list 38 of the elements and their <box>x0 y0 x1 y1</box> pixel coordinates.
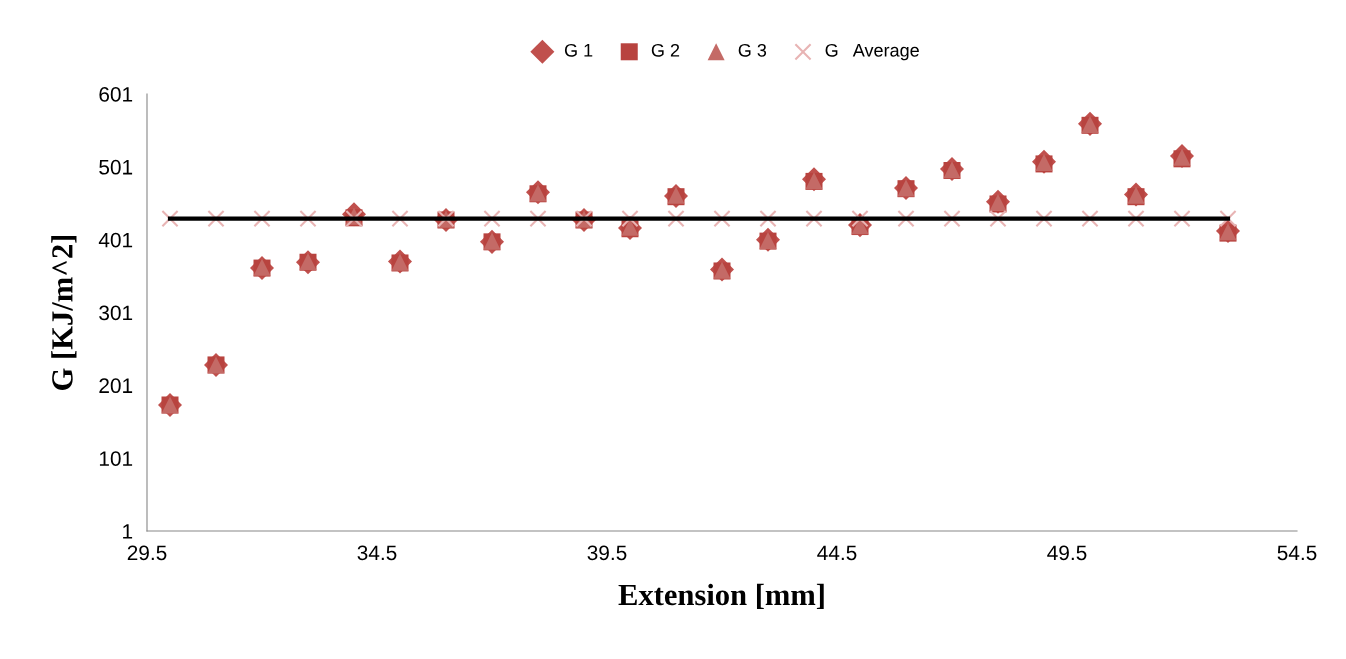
point <box>299 209 317 228</box>
y-tick-label: 601 <box>99 87 133 102</box>
point <box>483 209 501 228</box>
x-tick-label: 39.5 <box>587 545 627 561</box>
point <box>391 209 409 228</box>
x-tick-label: 44.5 <box>817 545 857 561</box>
point <box>161 209 179 228</box>
x-axis-title: Extension [mm] <box>618 583 824 610</box>
point <box>943 209 961 228</box>
point <box>1219 209 1237 228</box>
y-tick-label: 201 <box>99 378 133 394</box>
legend-label: G 1 <box>564 43 593 57</box>
point <box>253 209 271 228</box>
y-axis-title: G [KJ/m^2] <box>51 235 77 390</box>
point <box>667 209 685 228</box>
x-tick-label: 54.5 <box>1277 545 1317 561</box>
point <box>207 209 225 228</box>
point <box>989 209 1007 228</box>
x-tick-label: 34.5 <box>357 545 397 561</box>
point <box>897 209 915 228</box>
point <box>529 209 547 228</box>
point <box>805 209 823 228</box>
point <box>1173 209 1191 228</box>
point <box>759 209 777 228</box>
x-tick-label: 49.5 <box>1047 545 1087 561</box>
legend-label: G 3 <box>738 43 767 57</box>
y-tick-label: 301 <box>99 305 133 321</box>
point <box>1035 209 1053 228</box>
y-tick-label: 501 <box>99 159 133 175</box>
legend-label: G 2 <box>651 43 680 57</box>
point <box>1081 209 1099 228</box>
point <box>1127 209 1145 228</box>
point <box>713 209 731 228</box>
y-tick-label: 1 <box>123 524 133 539</box>
legend-label: G Average <box>825 43 919 61</box>
y-tick-label: 101 <box>99 451 133 466</box>
y-tick-label: 401 <box>98 232 133 248</box>
x-tick-label: 29.5 <box>127 545 167 561</box>
